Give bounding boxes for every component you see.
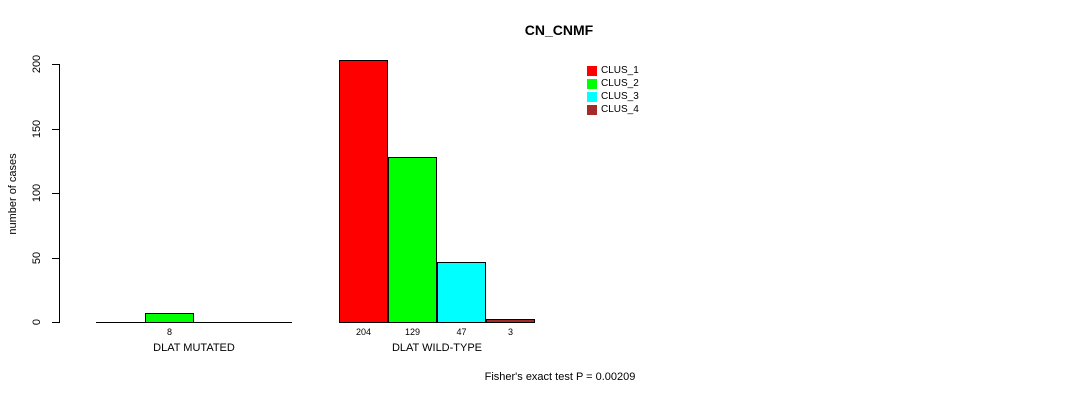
- y-tick-label: 100: [31, 183, 43, 203]
- legend-swatch-clus1: [587, 65, 597, 76]
- y-tick: [52, 258, 60, 259]
- bar-clus_1: [339, 60, 388, 323]
- legend-label: CLUS_3: [601, 91, 639, 102]
- y-tick-label: 50: [31, 251, 43, 265]
- x-category-label: DLAT WILD-TYPE: [391, 342, 483, 354]
- legend-swatch-clus3: [587, 91, 597, 102]
- x-category-label: DLAT MUTATED: [153, 342, 235, 354]
- legend-swatch-clus4: [587, 104, 597, 115]
- y-tick-label: 150: [31, 119, 43, 139]
- bar-clus_4: [486, 319, 535, 323]
- bar-value-label: 3: [507, 327, 514, 337]
- bar-value-label: 47: [456, 327, 467, 337]
- chart-title: CN_CNMF: [524, 22, 594, 38]
- legend-label: CLUS_2: [601, 78, 639, 89]
- y-tick-label: 200: [31, 54, 43, 74]
- bar-clus_2: [388, 157, 437, 323]
- group-baseline: [96, 322, 292, 323]
- y-tick-label: 0: [31, 318, 43, 326]
- y-axis-label: number of cases: [7, 153, 19, 235]
- legend-item: CLUS_3: [587, 90, 639, 103]
- legend-label: CLUS_4: [601, 104, 639, 115]
- y-tick: [52, 64, 60, 65]
- bar-clus_3: [437, 262, 486, 323]
- legend-label: CLUS_1: [601, 65, 639, 76]
- legend-swatch-clus2: [587, 78, 597, 89]
- y-tick: [52, 129, 60, 130]
- annotation-text: Fisher's exact test P = 0.00209: [484, 371, 636, 383]
- legend-item: CLUS_1: [587, 64, 639, 77]
- bar-value-label: 129: [404, 327, 421, 337]
- bar-value-label: 8: [166, 327, 173, 337]
- y-tick: [52, 193, 60, 194]
- y-tick: [52, 322, 60, 323]
- bar-value-label: 204: [355, 327, 372, 337]
- bar-clus_2: [145, 313, 194, 323]
- chart-legend: CLUS_1 CLUS_2 CLUS_3 CLUS_4: [587, 64, 639, 116]
- legend-item: CLUS_2: [587, 77, 639, 90]
- legend-item: CLUS_4: [587, 103, 639, 116]
